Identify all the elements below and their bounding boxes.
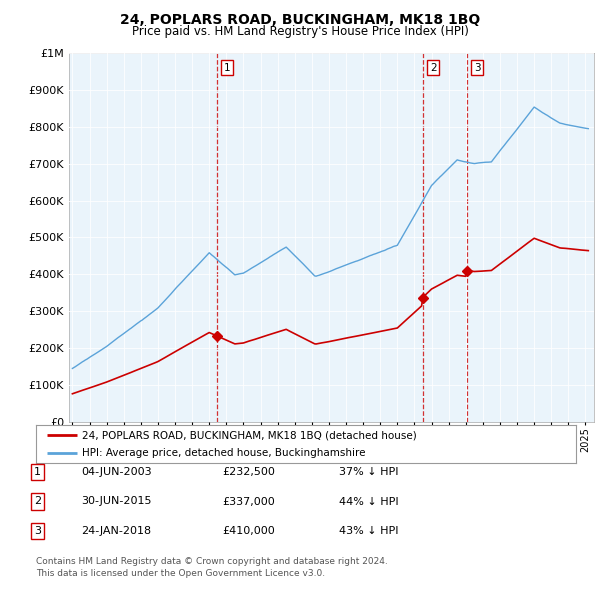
Text: 04-JUN-2003: 04-JUN-2003 bbox=[81, 467, 152, 477]
Text: 44% ↓ HPI: 44% ↓ HPI bbox=[339, 497, 398, 506]
Text: 30-JUN-2015: 30-JUN-2015 bbox=[81, 497, 151, 506]
Text: Contains HM Land Registry data © Crown copyright and database right 2024.
This d: Contains HM Land Registry data © Crown c… bbox=[36, 558, 388, 578]
Text: 3: 3 bbox=[34, 526, 41, 536]
Text: 2: 2 bbox=[34, 497, 41, 506]
Text: 24, POPLARS ROAD, BUCKINGHAM, MK18 1BQ: 24, POPLARS ROAD, BUCKINGHAM, MK18 1BQ bbox=[120, 13, 480, 27]
Text: 24-JAN-2018: 24-JAN-2018 bbox=[81, 526, 151, 536]
Text: 43% ↓ HPI: 43% ↓ HPI bbox=[339, 526, 398, 536]
Text: 24, POPLARS ROAD, BUCKINGHAM, MK18 1BQ (detached house): 24, POPLARS ROAD, BUCKINGHAM, MK18 1BQ (… bbox=[82, 430, 416, 440]
Text: 1: 1 bbox=[224, 63, 230, 73]
Text: 37% ↓ HPI: 37% ↓ HPI bbox=[339, 467, 398, 477]
Text: 3: 3 bbox=[474, 63, 481, 73]
Text: £337,000: £337,000 bbox=[222, 497, 275, 506]
Text: £232,500: £232,500 bbox=[222, 467, 275, 477]
Text: £410,000: £410,000 bbox=[222, 526, 275, 536]
Text: HPI: Average price, detached house, Buckinghamshire: HPI: Average price, detached house, Buck… bbox=[82, 448, 365, 458]
Text: 1: 1 bbox=[34, 467, 41, 477]
Text: Price paid vs. HM Land Registry's House Price Index (HPI): Price paid vs. HM Land Registry's House … bbox=[131, 25, 469, 38]
Text: 2: 2 bbox=[430, 63, 436, 73]
